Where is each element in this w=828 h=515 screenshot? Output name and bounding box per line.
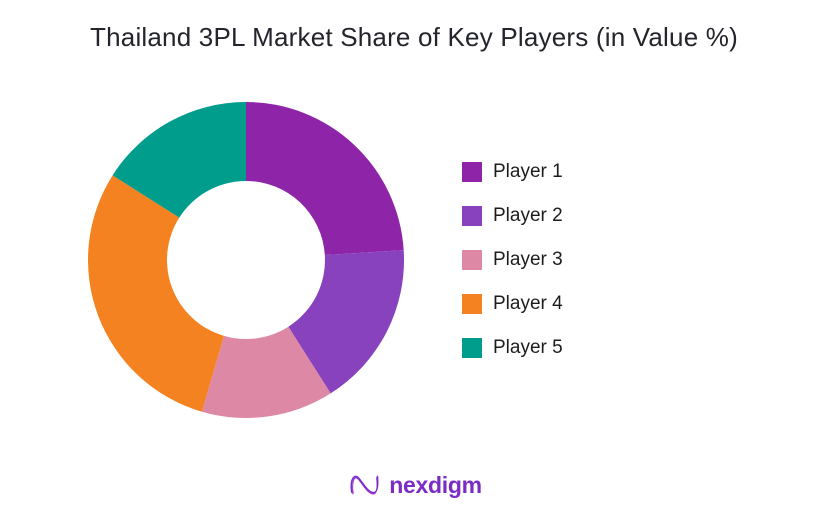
nexdigm-n-wave-icon <box>350 475 379 495</box>
legend-swatch-icon <box>462 162 482 182</box>
brand-logo: nexdigm <box>0 464 828 506</box>
legend: Player 1 Player 2 Player 3 Player 4 Play… <box>462 161 563 359</box>
donut-chart <box>87 102 404 418</box>
legend-item: Player 4 <box>462 293 563 315</box>
donut-segment-player-1 <box>246 102 404 256</box>
chart-title: Thailand 3PL Market Share of Key Players… <box>90 22 738 52</box>
legend-swatch-icon <box>462 250 482 270</box>
legend-swatch-icon <box>462 206 482 226</box>
legend-label: Player 2 <box>493 205 563 226</box>
legend-label: Player 4 <box>493 293 563 314</box>
donut-segment-player-5 <box>112 102 246 218</box>
donut-segment-player-2 <box>288 250 404 394</box>
legend-item: Player 5 <box>462 337 563 359</box>
legend-label: Player 3 <box>493 249 563 270</box>
legend-label: Player 5 <box>493 337 563 358</box>
legend-swatch-icon <box>462 294 482 314</box>
donut-segment-player-4 <box>87 175 224 412</box>
donut-chart-svg <box>87 102 404 418</box>
brand-wordmark: nexdigm <box>389 471 482 498</box>
legend-swatch-icon <box>462 338 482 358</box>
legend-item: Player 3 <box>462 249 563 271</box>
legend-label: Player 1 <box>493 161 563 182</box>
legend-item: Player 2 <box>462 205 563 227</box>
legend-item: Player 1 <box>462 161 563 183</box>
donut-segment-player-3 <box>201 326 331 418</box>
